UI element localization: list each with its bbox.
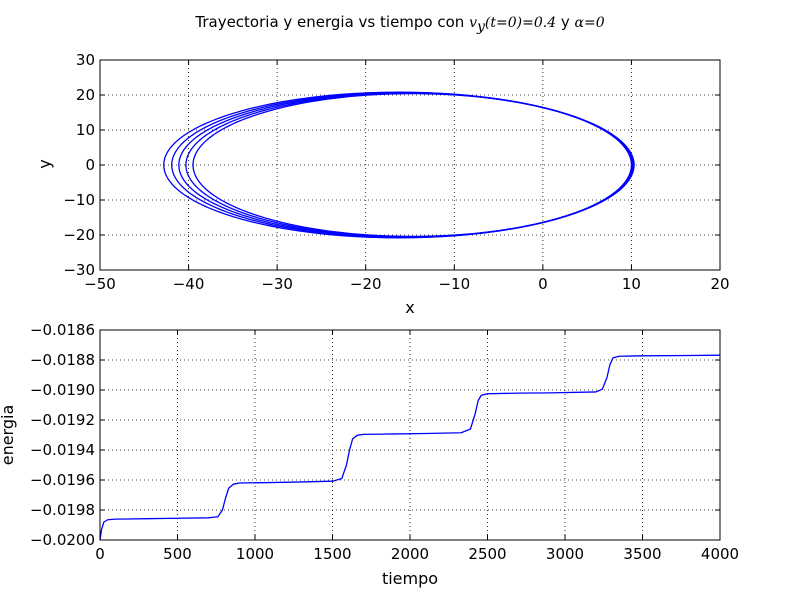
trajectory-y-tick-label: −30: [63, 261, 95, 279]
trajectory-x-tick-label: −30: [261, 275, 293, 293]
title-math-alpha: α=0: [575, 15, 605, 31]
trajectory-orbit-line-3: [178, 92, 634, 238]
trajectory-orbit-line-5: [192, 92, 633, 238]
energy-plot-area: [99, 354, 721, 541]
energy-y-axis-label: energia: [0, 405, 17, 466]
trajectory-x-tick-label: 20: [710, 275, 729, 293]
energy-x-tick-label: 4000: [701, 545, 739, 563]
trajectory-x-tick-label: −50: [84, 275, 116, 293]
title-math-v: v: [469, 15, 477, 31]
energy-x-tick-label: 0: [95, 545, 105, 563]
trajectory-y-tick-label: 10: [76, 121, 95, 139]
energy-y-tick-label: −0.0192: [30, 411, 95, 429]
energy-x-tick-label: 2000: [391, 545, 429, 563]
energy-y-tick-label: −0.0194: [30, 441, 95, 459]
title-prefix: Trayectoria y energia vs tiempo con: [194, 13, 469, 31]
trajectory-axes: −50 −40 −30 −20 −10 0 10 20 −30 −20 −10 0 10 20 30 x y: [35, 51, 730, 317]
trajectory-y-axis-label: y: [35, 159, 54, 168]
trajectory-y-tick-label: 0: [85, 156, 95, 174]
trajectory-y-tick-label: 30: [76, 51, 95, 69]
trajectory-x-axis-label: x: [405, 298, 414, 317]
trajectory-x-tick-label: 0: [538, 275, 548, 293]
trajectory-x-tick-label: −40: [173, 275, 205, 293]
energy-x-tick-label: 1000: [236, 545, 274, 563]
energy-x-tick-label: 3000: [546, 545, 584, 563]
trajectory-y-tick-label: −20: [63, 226, 95, 244]
energy-x-axis-label: tiempo: [382, 569, 438, 588]
trajectory-x-tick-label: 10: [622, 275, 641, 293]
title-math-condition: (t=0)=0.4: [485, 15, 556, 31]
trajectory-y-tick-label: 20: [76, 86, 95, 104]
title-join: y: [556, 13, 574, 31]
trajectory-plot-area: [163, 91, 635, 239]
energy-x-tick-label: 1500: [313, 545, 351, 563]
trajectory-ticks: −50 −40 −30 −20 −10 0 10 20 −30 −20 −10 0 10 20 30: [63, 51, 729, 293]
energy-x-tick-label: 3500: [623, 545, 661, 563]
energy-y-tick-label: −0.0188: [30, 351, 95, 369]
energy-axes: 0 500 1000 1500 2000 2500 3000 3500 4000 −0.0200 −…: [0, 321, 739, 588]
energy-y-tick-label: −0.0186: [30, 321, 95, 339]
energy-y-tick-label: −0.0196: [30, 471, 95, 489]
trajectory-y-tick-label: −10: [63, 191, 95, 209]
energy-x-tick-label: 2500: [468, 545, 506, 563]
energy-y-tick-label: −0.0190: [30, 381, 95, 399]
trajectory-x-tick-label: −20: [350, 275, 382, 293]
energy-series-line: [99, 354, 721, 541]
trajectory-x-tick-label: −10: [438, 275, 470, 293]
energy-ticks: 0 500 1000 1500 2000 2500 3000 3500 4000 −0.0200 −…: [30, 321, 739, 563]
energy-grid: [99, 329, 721, 541]
title-math-v-subscript: y: [476, 19, 486, 35]
figure-title: Trayectoria y energia vs tiempo con vy(t…: [194, 13, 604, 35]
trajectory-orbit-line-1: [163, 91, 635, 239]
energy-x-tick-label: 500: [163, 545, 192, 563]
energy-y-tick-label: −0.0198: [30, 501, 95, 519]
energy-y-tick-label: −0.0200: [30, 531, 95, 549]
